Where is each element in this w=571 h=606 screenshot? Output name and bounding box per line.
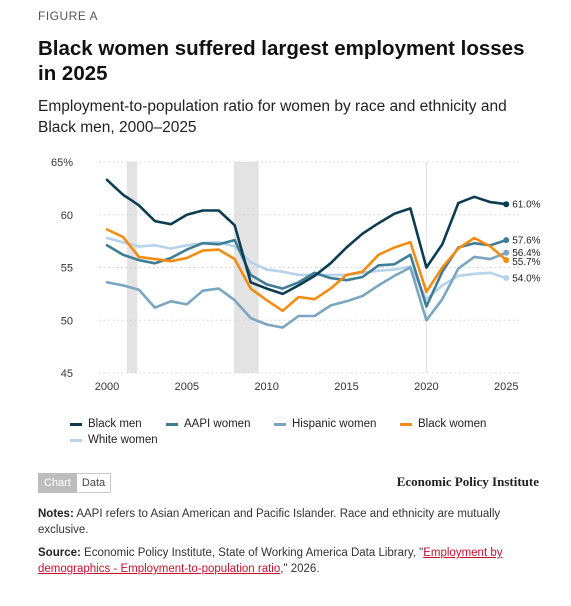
end-point-white-women bbox=[503, 275, 510, 282]
legend-item-black-men[interactable]: Black men bbox=[70, 418, 142, 430]
notes-text: AAPI refers to Asian American and Pacifi… bbox=[38, 508, 501, 536]
x-tick-label-2015: 2015 bbox=[334, 381, 358, 393]
end-label-white-women: 54.0% bbox=[512, 274, 540, 285]
legend-item-white-women[interactable]: White women bbox=[70, 434, 158, 446]
tab-data[interactable]: Data bbox=[76, 473, 112, 493]
legend-label-black-men: Black men bbox=[88, 418, 142, 430]
x-tick-label-2000: 2000 bbox=[95, 381, 119, 393]
series-line-black-men bbox=[105, 178, 508, 296]
y-tick-label-50: 50 bbox=[61, 315, 73, 327]
chart-title: Black women suffered largest employment … bbox=[38, 37, 525, 85]
end-point-black-women bbox=[503, 257, 510, 264]
source-lead: Source: bbox=[38, 547, 81, 559]
y-tick-label-65: 65% bbox=[51, 157, 73, 169]
figure-label: FIGURE A bbox=[38, 9, 99, 23]
y-tick-label-45: 45 bbox=[61, 368, 73, 380]
notes-lead: Notes: bbox=[38, 508, 74, 520]
tab-chart[interactable]: Chart bbox=[38, 473, 77, 493]
series-line-white-women bbox=[105, 236, 508, 301]
legend-item-black-women[interactable]: Black women bbox=[400, 418, 486, 430]
recession-band-0 bbox=[126, 162, 138, 373]
legend-label-aapi-women: AAPI women bbox=[184, 418, 251, 430]
source-text: Economic Policy Institute, State of Work… bbox=[80, 547, 424, 559]
end-label-black-men: 61.0% bbox=[512, 200, 540, 211]
line-chart: 45 50 55 60 65% 2000 2005 2010 2015 2020 2025 61.0%… bbox=[51, 157, 541, 393]
legend-swatch-black-women bbox=[400, 422, 412, 426]
legend-swatch-aapi-women bbox=[166, 422, 178, 426]
source-link[interactable]: Employment by demographics - Employment-… bbox=[38, 547, 503, 575]
view-tabs: Chart Data bbox=[38, 473, 112, 493]
notes: Notes: AAPI refers to Asian American and… bbox=[38, 506, 538, 538]
end-label-black-women: 55.7% bbox=[512, 257, 540, 268]
legend-label-white-women: White women bbox=[88, 434, 158, 446]
x-tick-label-2025: 2025 bbox=[494, 381, 518, 393]
source: Source: Economic Policy Institute, State… bbox=[38, 545, 543, 577]
end-point-black-men bbox=[503, 201, 510, 208]
chart-subtitle: Employment-to-population ratio for women… bbox=[38, 98, 507, 136]
legend-swatch-white-women bbox=[70, 438, 82, 442]
legend-label-hispanic-women: Hispanic women bbox=[292, 418, 377, 430]
end-label-aapi-women: 57.6% bbox=[512, 236, 540, 247]
series-line-aapi-women bbox=[105, 238, 508, 308]
x-tick-label-2020: 2020 bbox=[414, 381, 438, 393]
y-tick-label-60: 60 bbox=[61, 210, 73, 222]
x-tick-label-2005: 2005 bbox=[175, 381, 199, 393]
source-tail: ," 2026. bbox=[280, 563, 320, 575]
legend-swatch-black-men bbox=[70, 422, 82, 426]
series-line-black-women bbox=[105, 228, 508, 313]
end-point-aapi-women bbox=[503, 237, 510, 244]
brand-logo: Economic Policy Institute bbox=[396, 474, 539, 489]
end-label-hispanic-women: 56.4% bbox=[512, 248, 540, 259]
legend-item-hispanic-women[interactable]: Hispanic women bbox=[274, 418, 376, 430]
y-tick-label-55: 55 bbox=[61, 263, 73, 275]
legend-label-black-women: Black women bbox=[418, 418, 487, 430]
series-line-hispanic-women bbox=[105, 251, 508, 329]
x-tick-label-2010: 2010 bbox=[254, 381, 278, 393]
legend-item-aapi-women[interactable]: AAPI women bbox=[166, 418, 250, 430]
legend-swatch-hispanic-women bbox=[274, 422, 286, 426]
end-point-hispanic-women bbox=[503, 249, 510, 256]
